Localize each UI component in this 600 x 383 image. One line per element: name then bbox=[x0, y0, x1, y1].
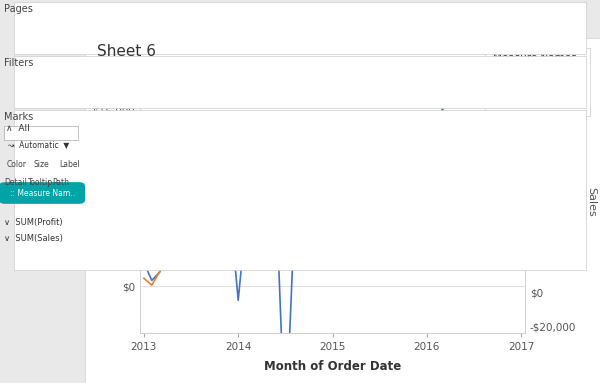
Text: Pages: Pages bbox=[4, 4, 33, 14]
FancyBboxPatch shape bbox=[493, 67, 514, 81]
Text: ‖ Columns: ‖ Columns bbox=[88, 8, 139, 18]
Text: ∧  All: ∧ All bbox=[6, 124, 30, 133]
Y-axis label: Profit: Profit bbox=[77, 187, 87, 216]
FancyBboxPatch shape bbox=[268, 25, 375, 38]
Text: Path: Path bbox=[52, 178, 69, 187]
Text: ∨  SUM(Sales): ∨ SUM(Sales) bbox=[4, 234, 63, 243]
Text: Color: Color bbox=[7, 160, 27, 169]
Text: Sales: Sales bbox=[522, 94, 548, 104]
Text: ∨  SUM(Profit): ∨ SUM(Profit) bbox=[4, 218, 62, 227]
FancyBboxPatch shape bbox=[156, 25, 263, 38]
Text: Measure Names: Measure Names bbox=[493, 54, 577, 64]
Text: Profit: Profit bbox=[522, 69, 547, 79]
Text: Filters: Filters bbox=[4, 58, 34, 68]
X-axis label: Month of Order Date: Month of Order Date bbox=[264, 360, 401, 373]
Text: SUM(Sales): SUM(Sales) bbox=[297, 27, 345, 36]
Text: Sheet 6: Sheet 6 bbox=[97, 44, 156, 59]
Text: Marks: Marks bbox=[4, 112, 33, 122]
Y-axis label: Sales: Sales bbox=[586, 187, 596, 216]
Text: 📅 MONTH(Order Da..: 📅 MONTH(Order Da.. bbox=[179, 8, 265, 16]
Text: SUM(Profit): SUM(Profit) bbox=[185, 27, 233, 36]
Text: Detail: Detail bbox=[4, 178, 27, 187]
Text: Tooltip: Tooltip bbox=[28, 178, 53, 187]
Text: ≡ Rows: ≡ Rows bbox=[88, 26, 125, 36]
Text: ↝  Automatic  ▼: ↝ Automatic ▼ bbox=[8, 140, 69, 149]
FancyBboxPatch shape bbox=[156, 4, 288, 20]
Text: Label: Label bbox=[59, 160, 80, 169]
Text: :: Measure Nam..: :: Measure Nam.. bbox=[10, 188, 74, 198]
Text: Size: Size bbox=[33, 160, 49, 169]
FancyBboxPatch shape bbox=[493, 92, 514, 106]
